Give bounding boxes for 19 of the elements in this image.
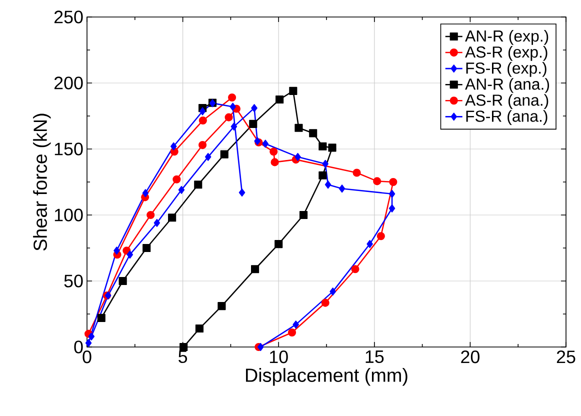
x-axis-title: Displacement (mm) xyxy=(246,368,408,386)
y-tick-label: 200 xyxy=(54,76,83,90)
legend-label: AN-R (ana.) xyxy=(465,78,550,93)
y-tick-label: 100 xyxy=(54,208,83,222)
legend-label: AS-R (ana.) xyxy=(465,94,548,109)
y-tick-label: 50 xyxy=(64,274,83,288)
legend-label: FS-R (exp.) xyxy=(466,62,546,77)
y-tick-label: 250 xyxy=(54,10,83,24)
x-tick-label: 25 xyxy=(556,350,576,364)
x-tick-label: 0 xyxy=(82,350,92,364)
y-tick-label: 0 xyxy=(74,340,83,354)
legend-label: AN-R (exp.) xyxy=(465,30,548,45)
x-tick-label: 10 xyxy=(270,350,288,364)
y-tick-label: 150 xyxy=(54,142,83,156)
legend-label: AS-R (exp.) xyxy=(465,46,548,61)
x-tick-label: 15 xyxy=(366,350,384,364)
legend-label: FS-R (ana.) xyxy=(466,110,548,125)
y-axis-title: Shear force (kN) xyxy=(33,114,51,251)
x-tick-label: 20 xyxy=(461,350,480,364)
